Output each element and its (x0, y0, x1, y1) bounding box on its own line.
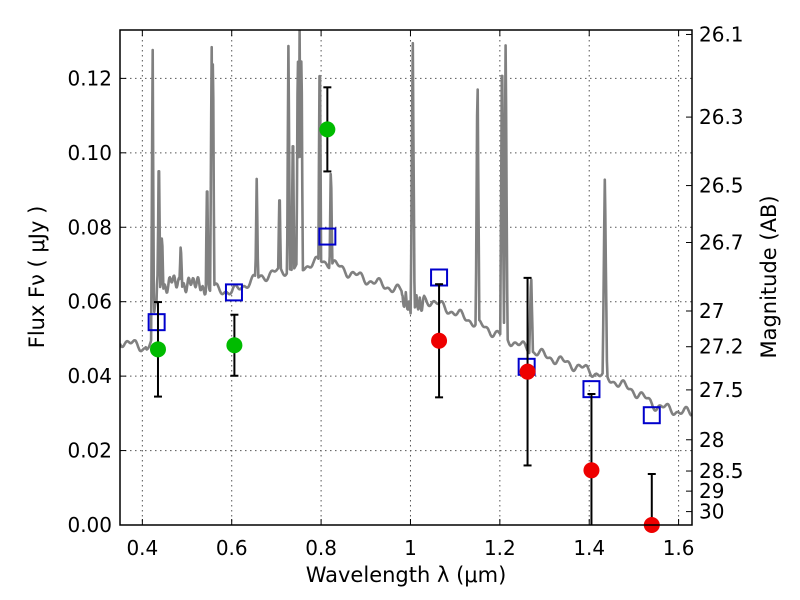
x-tick-label: 1.6 (663, 536, 695, 560)
model-sed-layer (120, 30, 692, 417)
y2-tick-label: 27 (699, 299, 724, 323)
y-tick-label: 0.08 (67, 215, 112, 239)
marker-layer (147, 86, 661, 533)
y2-tick-label: 26.3 (699, 105, 744, 129)
detection-point (149, 341, 166, 358)
nondetection-point (519, 363, 536, 380)
nondetection-point (431, 332, 448, 349)
y2-tick-label: 27.2 (699, 335, 744, 359)
y2-tick-label: 26.5 (699, 174, 744, 198)
model-sed-line (120, 30, 692, 417)
y2-tick-label: 28.5 (699, 459, 744, 483)
y2-tick-label: 29 (699, 479, 724, 503)
model-flux-square (147, 313, 166, 332)
y2-axis-label: Magnitude (AB) (757, 195, 781, 358)
nondetection-point (583, 462, 600, 479)
x-tick-label: 0.8 (305, 536, 337, 560)
detection-point (226, 337, 243, 354)
y-tick-label: 0.04 (67, 364, 112, 388)
y-tick-label: 0.00 (67, 513, 112, 537)
y-tick-label: 0.06 (67, 290, 112, 314)
y2-tick-label: 26.1 (699, 22, 744, 46)
model-flux-square (224, 283, 243, 302)
y2-tick-label: 27.5 (699, 378, 744, 402)
plot-frame (119, 29, 693, 526)
model-flux-square (318, 227, 337, 246)
y-axis-label: Flux Fν ( μJy ) (25, 206, 49, 349)
model-flux-square (430, 268, 449, 287)
detection-point (319, 121, 336, 138)
x-axis-label: Wavelength λ (μm) (306, 563, 507, 587)
x-tick-label: 1 (404, 536, 417, 560)
y-tick-label: 0.10 (67, 141, 112, 165)
model-flux-square (642, 406, 661, 425)
x-tick-label: 1.4 (573, 536, 605, 560)
y2-tick-label: 26.7 (699, 231, 744, 255)
tick-layer: 0.4 0.6 0.8 1 1.2 1.4 1.6 0.00 0.02 0.04 0.06 0.08 0… (67, 22, 743, 560)
y-tick-label: 0.12 (67, 66, 112, 90)
y2-tick-label: 28 (699, 428, 724, 452)
y-tick-label: 0.02 (67, 439, 112, 463)
y2-tick-label: 30 (699, 500, 724, 524)
x-tick-label: 1.2 (484, 536, 516, 560)
x-tick-label: 0.6 (216, 536, 248, 560)
x-tick-label: 0.4 (126, 536, 158, 560)
